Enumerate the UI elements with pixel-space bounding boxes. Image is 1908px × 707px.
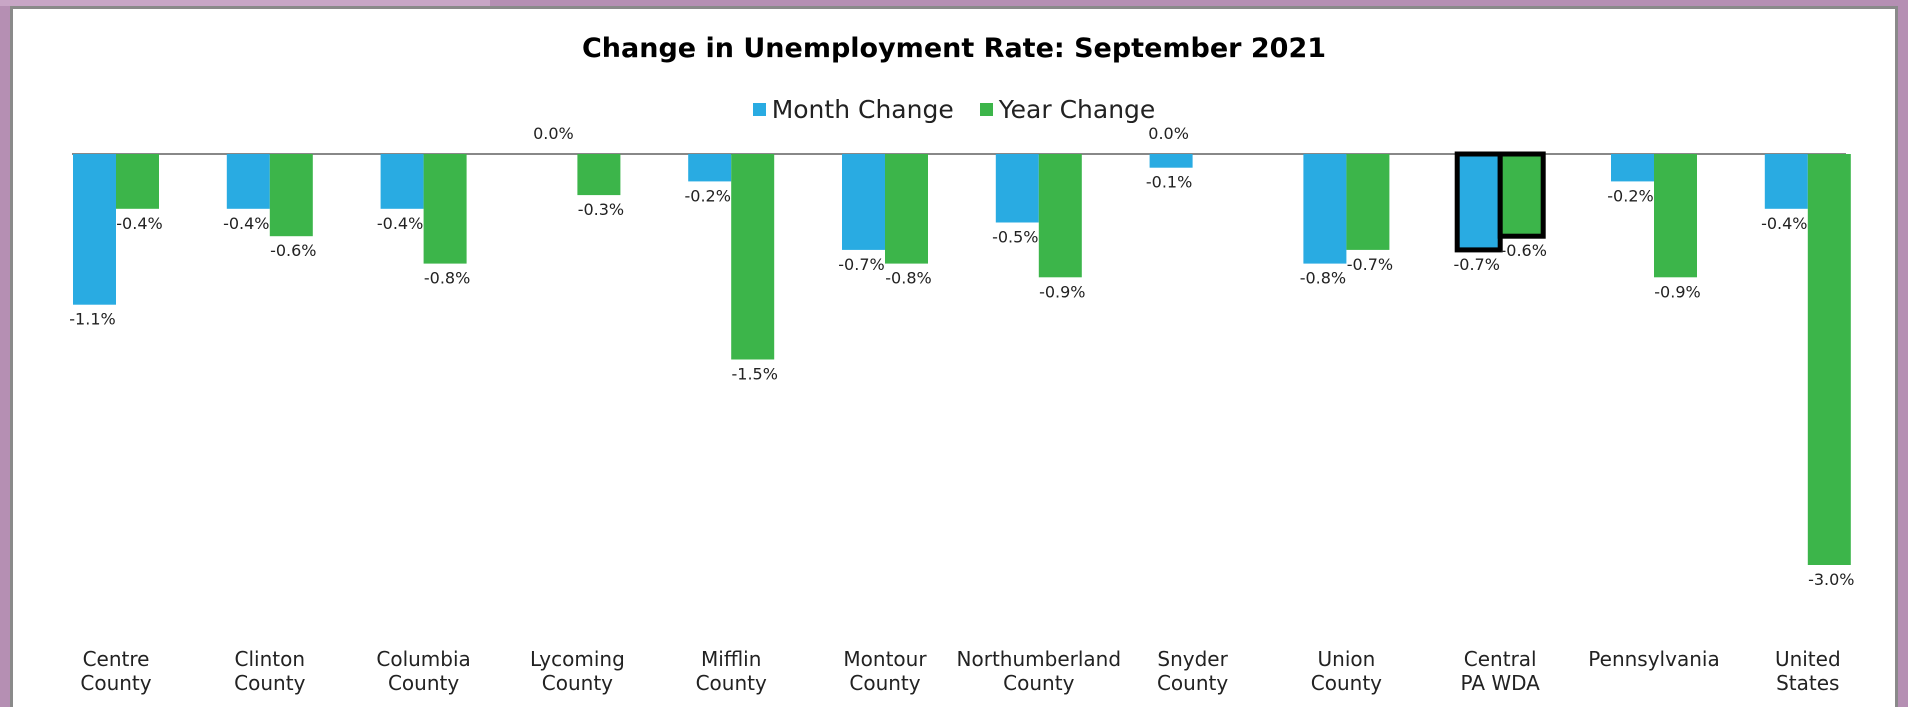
bar-month-change [1611,154,1654,182]
data-label-year-change: -0.9% [1039,282,1085,301]
data-label-month-change: -0.4% [1761,214,1807,233]
category-label: County [80,671,151,695]
category-label: County [1311,671,1382,695]
data-label-year-change: -0.6% [270,241,316,260]
bar-month-change [842,154,885,250]
bar-year-change [1807,154,1851,565]
data-label-year-change: -0.9% [1654,282,1700,301]
category-label: States [1776,671,1839,695]
bar-year-change [885,154,928,264]
data-label-month-change: -1.1% [69,310,115,329]
category-label: Lycoming [530,647,625,671]
data-label-year-change: -0.8% [424,269,470,288]
bar-month-change [73,154,116,305]
chart-frame: Change in Unemployment Rate: September 2… [10,6,1898,707]
data-label-month-change: 0.0% [533,124,574,143]
bar-month-change [1764,154,1808,209]
legend-label-year: Year Change [998,95,1156,124]
category-label: Northumberland [957,647,1122,671]
data-label-year-change: 0.0% [1148,124,1189,143]
data-label-year-change: -0.8% [885,269,931,288]
data-label-month-change: -0.5% [992,228,1038,247]
bar-year-change [1654,154,1697,278]
window-corner-band [0,0,490,6]
category-label: Centre [83,647,150,671]
category-label: PA WDA [1461,671,1541,695]
category-label: Columbia [376,647,470,671]
data-label-month-change: -0.4% [377,214,423,233]
data-label-month-change: -0.7% [1453,255,1499,274]
category-label: Mifflin [701,647,761,671]
category-label: United [1775,647,1841,671]
legend-item-month: Month Change [752,95,954,124]
data-label-year-change: -0.3% [578,200,624,219]
legend-swatch-year [979,103,993,116]
category-label: County [1003,671,1074,695]
bar-year-change [577,154,621,196]
bar-year-change [1038,154,1082,278]
legend-swatch-month [752,103,766,116]
chart-legend: Month Change Year Change [13,95,1895,124]
data-label-year-change: -3.0% [1808,570,1854,589]
data-label-year-change: -0.7% [1347,255,1393,274]
category-label: Clinton [235,647,306,671]
legend-item-year: Year Change [979,95,1156,124]
data-label-year-change: -0.6% [1500,241,1546,260]
bar-month-change [688,154,732,182]
data-label-month-change: -0.4% [223,214,269,233]
bar-month-change [1149,154,1193,168]
data-label-month-change: -0.2% [684,186,730,205]
category-label: County [542,671,613,695]
category-label: Snyder [1157,647,1228,671]
category-label: County [388,671,459,695]
category-label: County [1157,671,1228,695]
bar-month-change [380,154,424,209]
data-label-month-change: -0.8% [1300,269,1346,288]
data-label-month-change: -0.7% [838,255,884,274]
data-label-month-change: -0.1% [1146,173,1192,192]
category-label: Pennsylvania [1588,647,1719,671]
bar-year-change [1346,154,1390,250]
bar-month-change [995,154,1039,223]
bar-month-change [1454,151,1503,253]
category-label: Central [1464,647,1537,671]
chart-title: Change in Unemployment Rate: September 2… [581,33,1327,64]
bar-year-change [423,154,467,264]
category-label: Montour [843,647,927,671]
data-label-month-change: -0.2% [1607,186,1653,205]
category-label: Union [1318,647,1376,671]
bar-year-change [116,154,159,209]
category-label: County [696,671,767,695]
category-label: County [849,671,920,695]
legend-label-month: Month Change [771,95,954,124]
bar-year-change [731,154,775,360]
bar-month-change [1303,154,1347,264]
bar-year-change [1497,151,1546,239]
bar-month-change [226,154,270,209]
data-label-year-change: -1.5% [731,365,777,384]
data-label-year-change: -0.4% [116,214,162,233]
category-label: County [234,671,305,695]
bar-year-change [269,154,313,237]
